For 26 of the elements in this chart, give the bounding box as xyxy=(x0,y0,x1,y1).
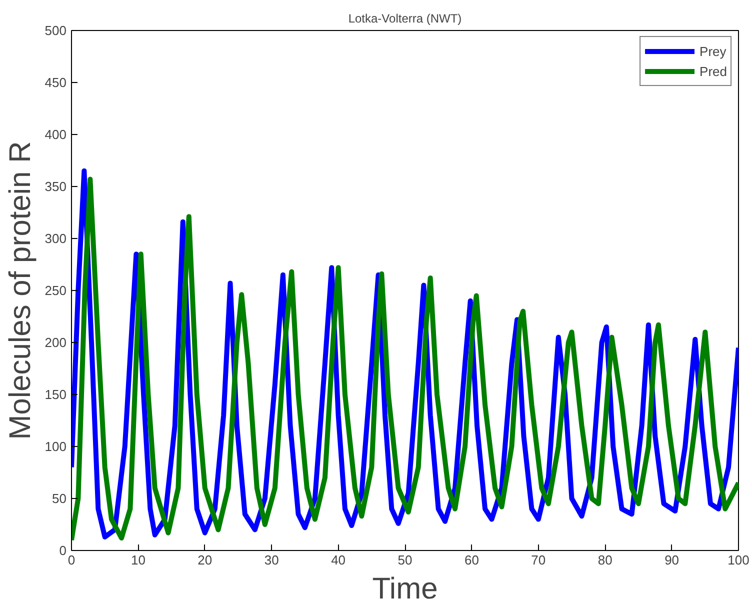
x-tick-label: 100 xyxy=(728,552,750,568)
x-tick-label: 40 xyxy=(331,552,346,568)
y-tick-label: 200 xyxy=(44,335,67,350)
x-tick-label: 70 xyxy=(531,552,546,568)
y-tick-label: 100 xyxy=(44,439,67,454)
y-tick-label: 450 xyxy=(44,75,67,90)
y-tick-label: 350 xyxy=(44,179,67,194)
y-tick-label: 50 xyxy=(52,491,67,506)
y-axis-title: Molecules of protein R xyxy=(4,141,37,440)
legend-label: Pred xyxy=(700,64,727,78)
chart-title: Lotka-Volterra (NWT) xyxy=(348,12,462,26)
y-tick-label: 150 xyxy=(44,387,67,402)
x-tick-label: 20 xyxy=(198,552,212,568)
x-tick-label: 50 xyxy=(398,552,412,568)
x-tick-label: 90 xyxy=(664,552,680,568)
y-tick-label: 0 xyxy=(59,543,67,558)
x-tick-label: 80 xyxy=(598,552,612,568)
legend-label: Prey xyxy=(700,44,726,58)
x-tick-label: 30 xyxy=(264,552,279,568)
x-tick-label: 60 xyxy=(464,552,479,568)
y-tick-label: 300 xyxy=(44,231,67,246)
y-tick-label: 500 xyxy=(44,23,67,38)
y-tick-label: 400 xyxy=(44,127,67,142)
x-axis-title: Time xyxy=(372,572,438,606)
y-tick-label: 250 xyxy=(44,283,67,298)
x-tick-label: 10 xyxy=(130,552,146,568)
